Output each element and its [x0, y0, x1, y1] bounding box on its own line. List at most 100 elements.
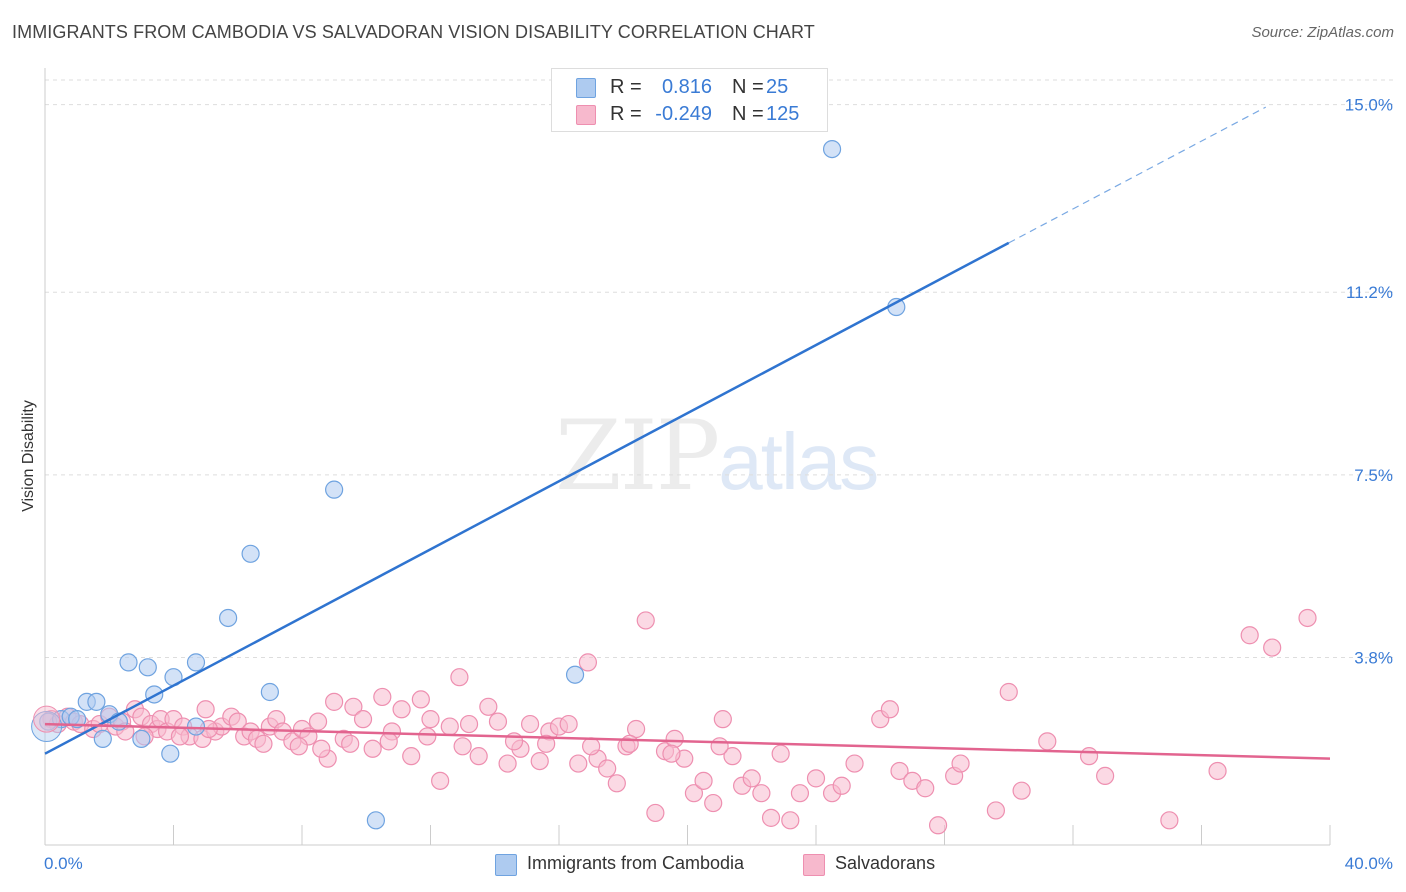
salvadoran-point	[684, 784, 704, 803]
y-tick-label: 11.2%	[1346, 283, 1393, 302]
legend-r-value: -0.249	[655, 103, 712, 125]
salvadoran-point	[662, 744, 681, 763]
salvadoran-point	[453, 737, 472, 756]
salvadoran-point	[289, 737, 308, 756]
salvadoran-point	[665, 729, 684, 748]
salvadoran-point	[1263, 638, 1282, 657]
cambodia-point	[132, 729, 151, 748]
salvadoran-point	[916, 779, 935, 798]
legend-n-value: 25	[766, 76, 789, 98]
salvadoran-point	[1096, 766, 1115, 786]
salvadoran-point	[999, 682, 1018, 702]
salvadoran-point	[341, 734, 360, 753]
cambodia-point	[68, 710, 87, 729]
salvadoran-point	[488, 712, 508, 731]
salvadoran-point	[781, 811, 800, 830]
salvadoran-point	[421, 710, 440, 729]
y-axis-title: Vision Disability	[20, 400, 37, 512]
cambodia-point	[161, 744, 180, 763]
salvadoran-point	[498, 754, 517, 773]
cambodia-point	[186, 653, 206, 672]
salvadoran-point	[1079, 747, 1099, 766]
salvadoran-cluster-point	[33, 705, 61, 733]
salvadoran-point	[418, 727, 437, 746]
bottom-legend-swatch-salvadoran	[803, 854, 825, 876]
salvadoran-point	[790, 784, 810, 803]
salvadoran-point	[479, 697, 498, 716]
correlation-legend: R = 0.816 N = 25 R = -0.249 N = 125	[551, 68, 828, 132]
cambodia-trend-extension	[1008, 106, 1267, 244]
y-tick-label: 7.5%	[1354, 466, 1393, 485]
bottom-legend-swatch-cambodia	[495, 854, 517, 876]
salvadoran-point	[373, 687, 392, 707]
salvadoran-point	[1298, 608, 1317, 628]
salvadoran-point	[607, 774, 626, 793]
cambodia-point	[219, 608, 238, 628]
bottom-legend-label-cambodia: Immigrants from Cambodia	[527, 853, 745, 873]
cambodia-cluster-point	[31, 711, 63, 743]
salvadoran-point	[559, 714, 578, 734]
salvadoran-point	[1012, 781, 1031, 800]
salvadoran-point	[402, 747, 421, 766]
salvadoran-point	[928, 816, 948, 835]
salvadoran-point	[392, 700, 411, 719]
salvadoran-point	[569, 754, 588, 773]
salvadoran-point	[254, 734, 273, 753]
legend-n-value: 125	[766, 103, 800, 125]
salvadoran-point	[986, 801, 1006, 820]
salvadoran-point	[806, 769, 826, 788]
salvadoran-point	[308, 712, 328, 731]
legend-n-label: N =	[732, 103, 764, 125]
legend-r-value: 0.816	[661, 76, 712, 98]
salvadoran-point	[469, 747, 488, 766]
salvadoran-point	[890, 761, 909, 781]
watermark-zip: ZIP	[555, 400, 720, 512]
watermark: ZIPatlas	[555, 400, 879, 512]
salvadoran-point	[713, 710, 732, 729]
legend-n-label: N =	[732, 76, 764, 98]
salvadoran-point	[363, 739, 382, 758]
salvadoran-point	[411, 690, 430, 709]
cambodia-point	[138, 658, 157, 677]
bottom-legend-label-salvadoran: Salvadorans	[835, 853, 936, 873]
salvadoran-point	[1160, 811, 1179, 830]
salvadoran-point	[620, 734, 639, 753]
salvadoran-point	[694, 771, 713, 790]
salvadoran-point	[196, 700, 215, 719]
salvadoran-point	[1240, 626, 1259, 645]
legend-row-salvadoran: R = -0.249 N = 125	[552, 101, 827, 127]
salvadoran-point	[646, 803, 665, 823]
salvadoran-point	[752, 784, 771, 803]
salvadoran-point	[530, 751, 549, 771]
cambodia-point	[565, 665, 585, 684]
salvadoran-trend-line	[44, 722, 1331, 760]
salvadoran-point	[170, 727, 190, 746]
salvadoran-point	[598, 759, 617, 778]
legend-row-cambodia: R = 0.816 N = 25	[552, 74, 827, 100]
chart-title: IMMIGRANTS FROM CAMBODIA VS SALVADORAN V…	[12, 22, 815, 42]
salvadoran-point	[440, 717, 459, 736]
y-tick-label: 15.0%	[1345, 96, 1393, 115]
salvadoran-point	[520, 714, 540, 734]
x-tick-label: 0.0%	[44, 854, 83, 873]
salvadoran-point	[537, 734, 556, 753]
cambodia-point	[186, 717, 206, 736]
salvadoran-point	[742, 769, 761, 788]
salvadoran-point	[951, 754, 970, 773]
source-label: Source: ZipAtlas.com	[1251, 24, 1394, 41]
cambodia-point	[87, 692, 106, 711]
legend-swatch-cambodia	[576, 78, 596, 98]
legend-swatch-salvadoran	[576, 105, 596, 125]
salvadoran-point	[880, 700, 899, 719]
salvadoran-point	[771, 744, 790, 763]
salvadoran-point	[710, 737, 729, 756]
salvadoran-point	[582, 737, 601, 756]
cambodia-trend-line	[44, 241, 1010, 755]
salvadoran-point	[832, 776, 851, 795]
cambodia-point	[366, 811, 385, 830]
salvadoran-point	[459, 714, 479, 734]
salvadoran-point	[344, 697, 363, 716]
salvadoran-point	[636, 611, 655, 630]
salvadoran-point	[1038, 732, 1057, 751]
